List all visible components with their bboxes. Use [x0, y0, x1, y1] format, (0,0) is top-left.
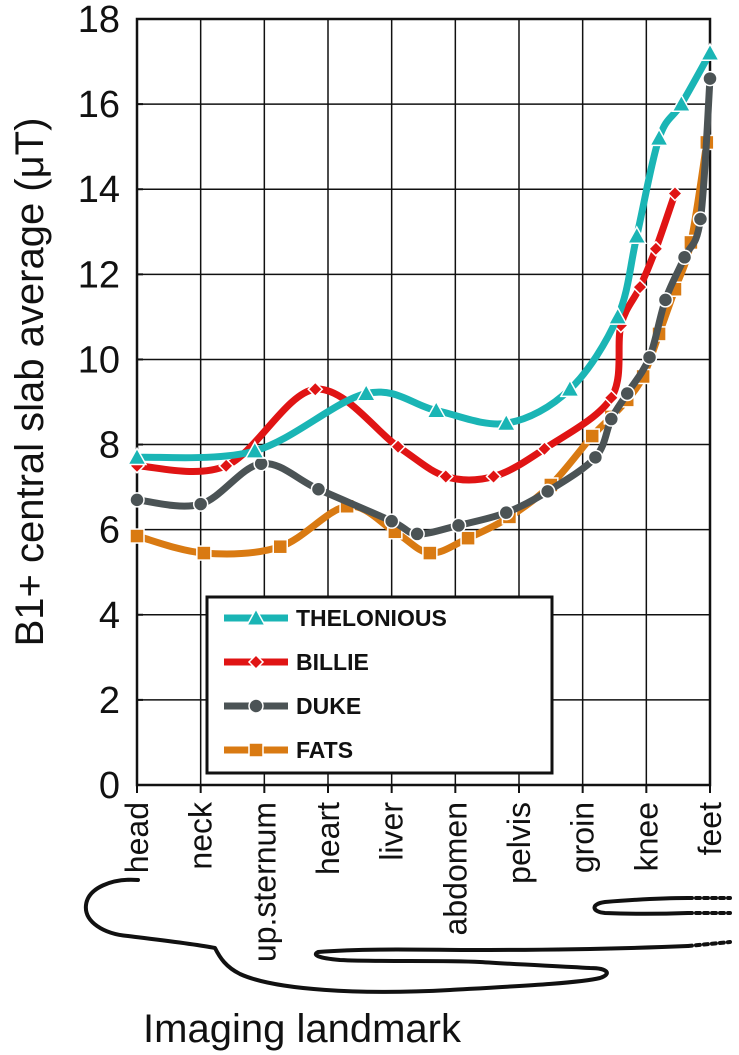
data-point-duke: [539, 483, 556, 500]
data-point-billie: [603, 389, 620, 406]
data-point-duke: [641, 349, 658, 366]
y-tick-label: 10: [78, 339, 120, 381]
series-thelonious: [126, 42, 721, 466]
y-tick-label: 0: [99, 765, 120, 807]
x-tick-label: up.sternum: [246, 802, 282, 962]
x-tick-label: abdomen: [437, 802, 473, 935]
data-point-billie: [307, 381, 324, 398]
data-point-thelonious: [648, 127, 670, 147]
series-duke: [129, 70, 718, 542]
data-point-thelonious: [495, 412, 517, 432]
series-group: [126, 42, 721, 561]
legend-item-billie: BILLIE: [224, 649, 369, 675]
data-point-billie: [631, 279, 649, 296]
y-tick-label: 4: [99, 595, 120, 637]
legend-marker-billie: [247, 653, 265, 671]
y-tick-label: 16: [78, 84, 120, 126]
data-point-duke: [702, 70, 718, 87]
data-point-duke: [409, 526, 425, 542]
data-point-billie: [389, 438, 407, 455]
data-point-thelonious: [671, 93, 692, 113]
data-point-duke: [450, 517, 467, 534]
data-point-thelonious: [559, 378, 581, 398]
y-axis-ticks: 0 2 4 6 8 10 12 14 16 18: [78, 0, 143, 807]
legend-marker-duke: [248, 698, 264, 714]
data-point-billie: [666, 185, 684, 202]
x-tick-label: liver: [374, 802, 410, 861]
x-tick-label: heart: [310, 802, 346, 875]
x-axis-title: Imaging landmark: [143, 1007, 462, 1051]
data-point-billie: [647, 240, 664, 257]
plot-frame: [135, 17, 712, 787]
data-point-fats: [196, 545, 212, 561]
x-tick-label: pelvis: [501, 802, 537, 884]
legend-label-thelonious: THELONIOUS: [296, 605, 447, 631]
data-point-fats: [129, 528, 145, 544]
data-point-fats: [460, 530, 476, 546]
data-point-fats: [584, 428, 600, 444]
x-tick-label: groin: [565, 802, 601, 873]
data-point-duke: [310, 481, 327, 497]
legend-item-thelonious: THELONIOUS: [224, 605, 447, 631]
data-point-thelonious: [626, 225, 648, 244]
data-point-billie: [218, 457, 235, 474]
data-point-duke: [676, 249, 693, 266]
data-point-duke: [383, 513, 400, 529]
data-point-thelonious: [355, 382, 377, 402]
legend-label-duke: DUKE: [296, 693, 361, 719]
leg-outline: [592, 896, 690, 916]
x-tick-label: feet: [692, 802, 728, 855]
legend-item-duke: DUKE: [224, 693, 361, 719]
legend-label-fats: FATS: [296, 737, 353, 763]
data-point-duke: [129, 492, 145, 508]
data-point-thelonious: [699, 42, 721, 61]
data-point-fats: [422, 545, 438, 561]
y-axis-title: B1+ central slab average (μT): [8, 118, 52, 647]
legend-box: [205, 595, 554, 775]
data-point-duke: [587, 449, 604, 466]
data-point-duke: [603, 411, 620, 427]
data-point-duke: [192, 496, 209, 512]
data-point-duke: [692, 211, 709, 227]
data-point-billie: [437, 468, 454, 485]
data-point-thelonious: [425, 399, 447, 419]
data-point-duke: [657, 292, 674, 308]
legend-marker-fats: [248, 742, 264, 758]
body-head-torso-outline: [83, 877, 690, 994]
y-tick-label: 2: [99, 680, 120, 722]
x-tick-label: neck: [183, 801, 219, 870]
feet-dotted-lines: [686, 896, 732, 948]
x-axis-ticks: head neck up.sternum heart liver abdomen pelvi…: [119, 785, 728, 962]
y-tick-label: 12: [78, 254, 120, 296]
legend-marker-thelonious: [245, 607, 267, 626]
y-tick-label: 14: [78, 169, 120, 211]
x-tick-label: knee: [628, 802, 664, 871]
legend: THELONIOUS BILLIE DUKE FATS: [205, 595, 554, 775]
y-tick-label: 8: [99, 425, 120, 467]
data-point-duke: [619, 385, 635, 402]
data-point-billie: [536, 440, 553, 457]
legend-item-fats: FATS: [224, 737, 353, 763]
data-point-thelonious: [126, 446, 148, 466]
data-point-fats: [272, 538, 288, 555]
data-point-billie: [485, 468, 502, 485]
legend-label-billie: BILLIE: [296, 649, 369, 675]
data-point-thelonious: [244, 440, 266, 459]
data-point-thelonious: [607, 306, 628, 325]
data-point-duke: [498, 504, 515, 521]
y-tick-label: 6: [99, 510, 120, 552]
y-tick-label: 18: [78, 0, 120, 41]
x-tick-label: head: [119, 802, 155, 873]
series-billie: [128, 185, 684, 485]
body-outline-illustration: [83, 877, 732, 994]
